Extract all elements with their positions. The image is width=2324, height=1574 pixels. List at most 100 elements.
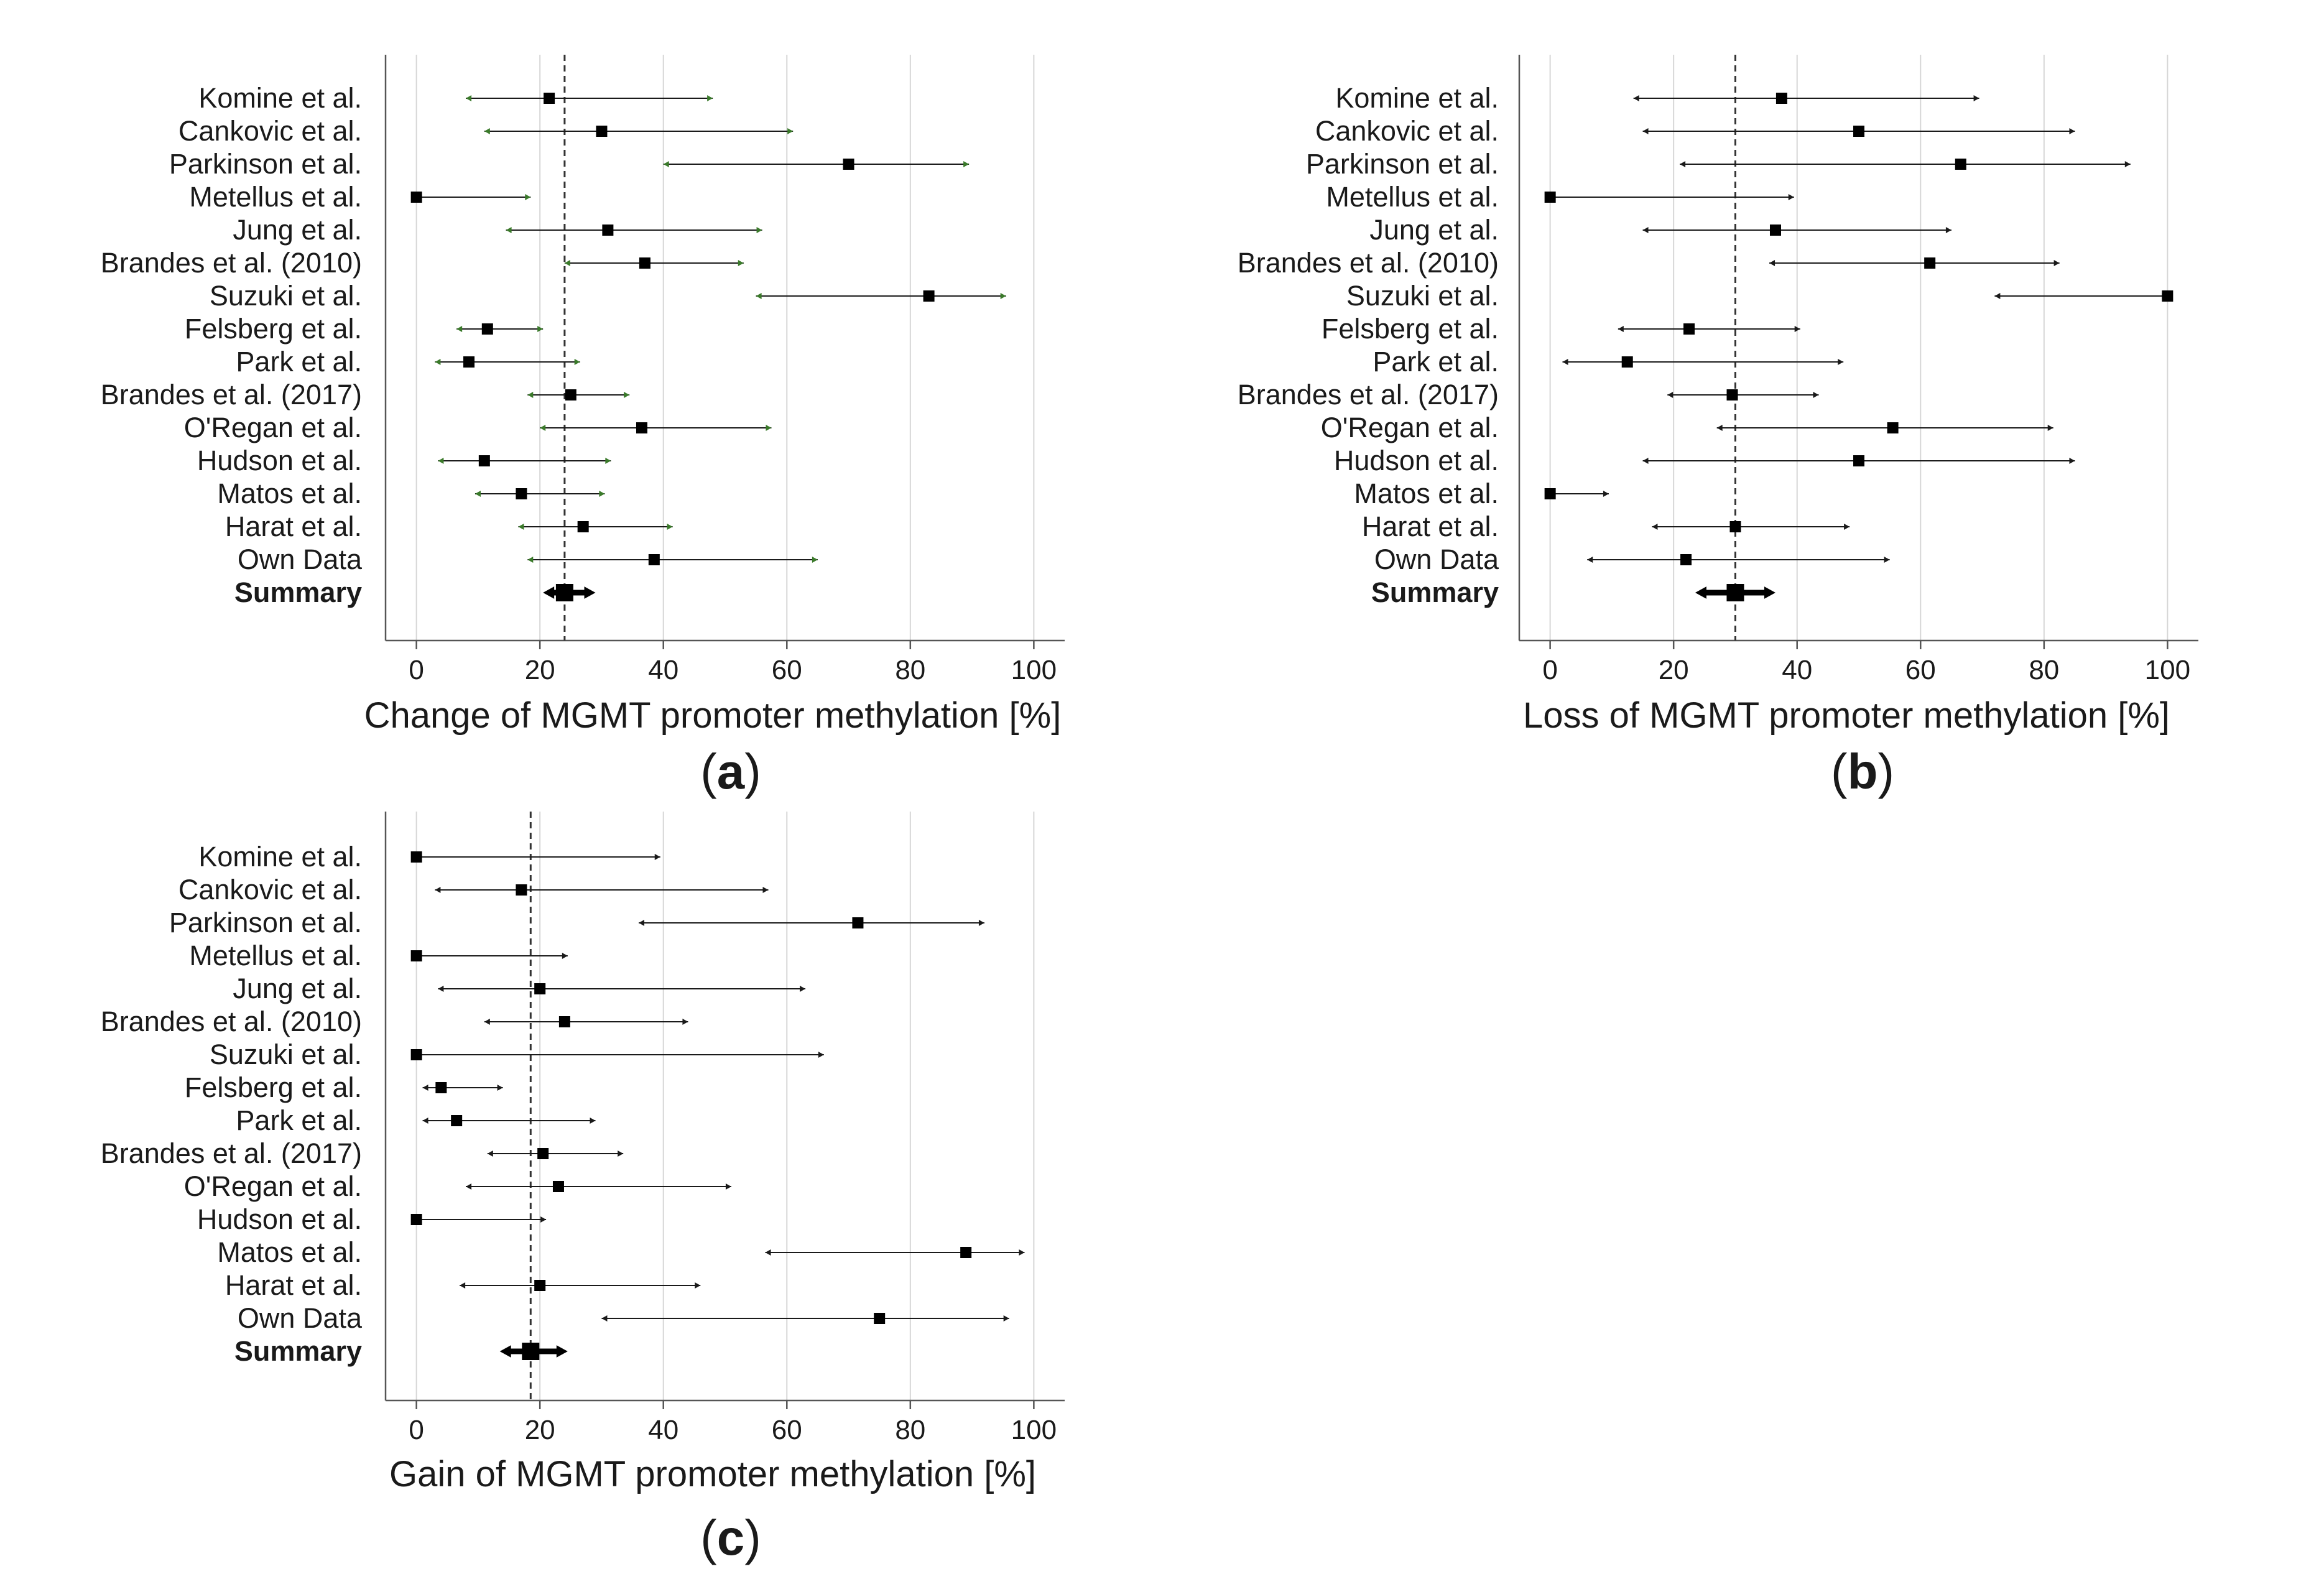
- x-tick-label: 0: [1542, 655, 1557, 685]
- point-estimate: [435, 1082, 447, 1093]
- point-estimate: [1887, 422, 1899, 433]
- ci-lower-arrow: [456, 326, 463, 332]
- ci-lower-arrow: [460, 1282, 466, 1289]
- ci-lower-arrow: [527, 392, 534, 398]
- x-tick-label: 80: [895, 655, 925, 685]
- point-estimate: [577, 521, 589, 532]
- study-label: Own Data: [238, 544, 363, 575]
- ci-lower-arrow: [435, 887, 441, 893]
- x-axis-title: Change of MGMT promoter methylation [%]: [364, 695, 1062, 736]
- ci-upper-arrow: [667, 524, 673, 530]
- panel-letter: b: [1848, 744, 1878, 799]
- ci-upper-arrow: [766, 425, 772, 431]
- summary-label: Summary: [1371, 576, 1499, 608]
- point-estimate: [852, 917, 864, 928]
- ci-lower-arrow: [1769, 260, 1775, 266]
- study-label: Harat et al.: [225, 511, 362, 542]
- ci-lower-arrow: [765, 1249, 771, 1256]
- ci-upper-arrow: [605, 458, 611, 464]
- study-label: Park et al.: [236, 1104, 362, 1136]
- ci-lower-arrow: [475, 491, 481, 497]
- study-label: Harat et al.: [1362, 511, 1499, 542]
- ci-upper-arrow: [800, 986, 806, 992]
- study-label: Hudson et al.: [197, 1203, 362, 1235]
- ci-upper-arrow: [654, 854, 660, 860]
- study-label: Felsberg et al.: [185, 313, 362, 345]
- summary-lower-arrow: [499, 1345, 511, 1358]
- summary-upper-arrow: [584, 586, 596, 599]
- study-label: Felsberg et al.: [185, 1072, 362, 1103]
- ci-upper-arrow: [978, 920, 984, 926]
- study-label: Cankovic et al.: [178, 874, 362, 905]
- ci-upper-arrow: [1003, 1315, 1009, 1322]
- study-label: Jung et al.: [1369, 214, 1499, 246]
- point-estimate: [410, 192, 422, 203]
- study-label: Suzuki et al.: [210, 280, 362, 312]
- ci-upper-arrow: [2053, 260, 2060, 266]
- ci-upper-arrow: [812, 557, 818, 563]
- ci-lower-arrow: [1618, 326, 1624, 332]
- point-estimate: [1955, 159, 1966, 170]
- study-label: Parkinson et al.: [169, 148, 362, 180]
- ci-lower-arrow: [1652, 524, 1658, 530]
- ci-lower-arrow: [540, 425, 546, 431]
- point-estimate: [1729, 521, 1741, 532]
- x-tick-label: 0: [409, 655, 424, 685]
- ci-lower-arrow: [466, 1183, 472, 1190]
- x-axis-title: Loss of MGMT promoter methylation [%]: [1523, 695, 2170, 736]
- ci-upper-arrow: [618, 1150, 624, 1157]
- point-estimate: [478, 455, 490, 466]
- panel-b: 0 20 40 60 80 100 Komine et al.Cankovic et al.…: [1238, 55, 2198, 799]
- study-label: Metellus et al.: [1326, 181, 1499, 213]
- ci-lower-arrow: [639, 920, 645, 926]
- ci-upper-arrow: [818, 1052, 824, 1058]
- study-label: Hudson et al.: [197, 445, 362, 476]
- x-tick-label: 40: [1782, 655, 1812, 685]
- study-label: Suzuki et al.: [1346, 280, 1499, 312]
- study-label: Own Data: [238, 1302, 363, 1334]
- point-estimate: [544, 93, 555, 104]
- study-label: Parkinson et al.: [169, 907, 362, 938]
- point-estimate: [1544, 488, 1556, 499]
- x-tick-label: 80: [895, 1415, 925, 1445]
- study-label: Cankovic et al.: [1315, 115, 1499, 147]
- ci-lower-arrow: [1680, 161, 1686, 167]
- ci-lower-arrow: [1587, 557, 1593, 563]
- point-estimate: [558, 1016, 570, 1027]
- ci-upper-arrow: [562, 953, 568, 959]
- point-estimate: [537, 1148, 549, 1159]
- study-label: O'Regan et al.: [184, 1170, 362, 1202]
- ci-lower-arrow: [1633, 95, 1639, 101]
- point-estimate: [1853, 455, 1864, 466]
- ci-upper-arrow: [537, 326, 544, 332]
- ci-lower-arrow: [438, 986, 444, 992]
- study-label: Komine et al.: [198, 841, 362, 873]
- ci-lower-arrow: [1994, 293, 2001, 299]
- ci-upper-arrow: [590, 1118, 596, 1124]
- ci-lower-arrow: [601, 1315, 608, 1322]
- summary-point-estimate: [555, 584, 573, 601]
- point-estimate: [636, 422, 647, 433]
- point-estimate: [1853, 126, 1864, 137]
- ci-lower-arrow: [422, 1118, 428, 1124]
- ci-upper-arrow: [695, 1282, 701, 1289]
- ci-upper-arrow: [1973, 95, 1979, 101]
- study-label: Park et al.: [236, 346, 362, 377]
- panel-letter: c: [717, 1510, 745, 1565]
- x-tick-label: 60: [1905, 655, 1936, 685]
- point-estimate: [1726, 389, 1738, 400]
- point-estimate: [1621, 356, 1633, 368]
- panel-label: (c): [700, 1510, 761, 1565]
- ci-upper-arrow: [762, 887, 769, 893]
- x-tick-label: 20: [525, 655, 555, 685]
- ci-upper-arrow: [756, 227, 762, 233]
- ci-lower-arrow: [506, 227, 512, 233]
- study-label: Felsberg et al.: [1322, 313, 1499, 345]
- ci-upper-arrow: [574, 359, 580, 365]
- study-label: Brandes et al. (2010): [101, 247, 362, 279]
- ci-upper-arrow: [1844, 524, 1850, 530]
- ci-upper-arrow: [1884, 557, 1890, 563]
- ci-lower-arrow: [1642, 128, 1649, 134]
- study-label: Komine et al.: [1335, 82, 1499, 114]
- x-axis-title: Gain of MGMT promoter methylation [%]: [389, 1454, 1036, 1494]
